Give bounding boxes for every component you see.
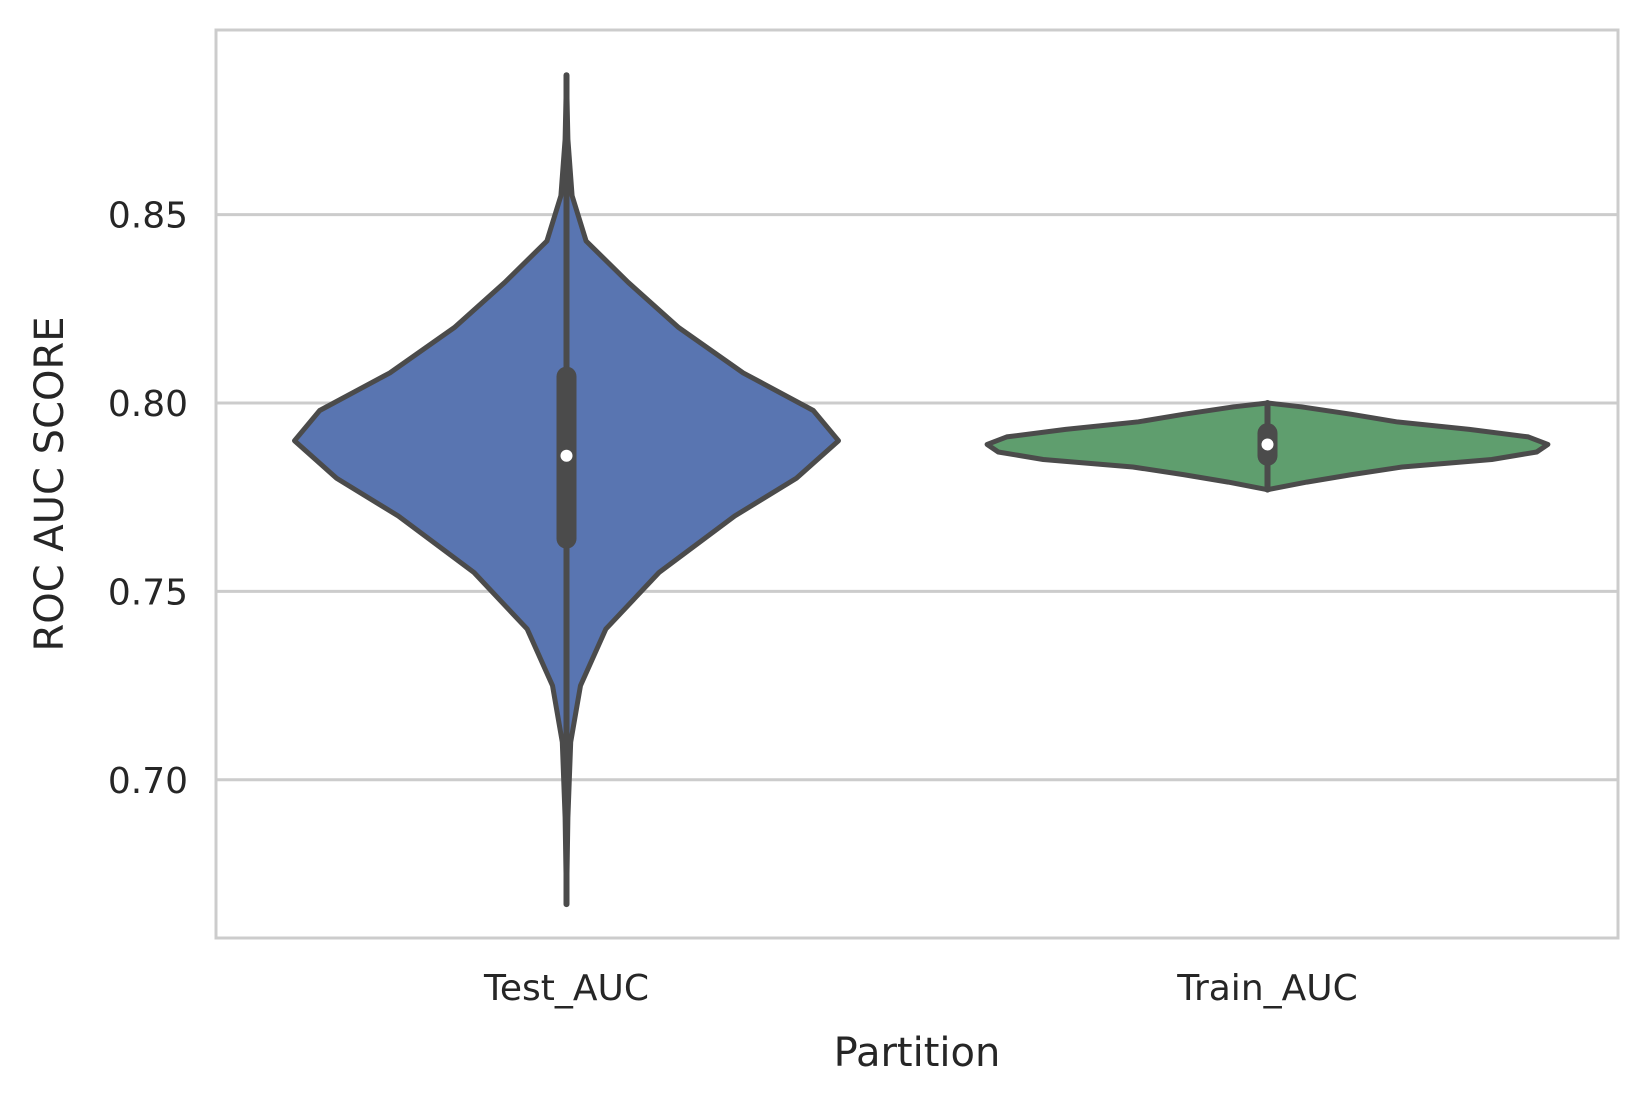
y-tick-label: 0.85 <box>108 196 188 237</box>
violin-median-dot <box>560 449 573 462</box>
x-axis-label: Partition <box>834 1030 1001 1076</box>
violins <box>292 72 1551 908</box>
y-tick-labels: 0.70 0.75 0.80 0.85 <box>108 196 188 802</box>
violin-median-dot <box>1261 438 1274 451</box>
x-tick-label: Test_AUC <box>483 968 649 1009</box>
x-tick-labels: Test_AUC Train_AUC <box>483 968 1358 1009</box>
violin-Test_AUC <box>292 72 841 908</box>
y-tick-label: 0.75 <box>108 572 188 613</box>
plot-frame <box>214 28 1620 940</box>
y-axis-label: ROC AUC SCORE <box>27 316 73 651</box>
x-tick-label: Train_AUC <box>1176 968 1358 1009</box>
y-tick-label: 0.70 <box>108 761 188 802</box>
violin-Train_AUC <box>984 399 1551 493</box>
y-tick-label: 0.80 <box>108 384 188 425</box>
